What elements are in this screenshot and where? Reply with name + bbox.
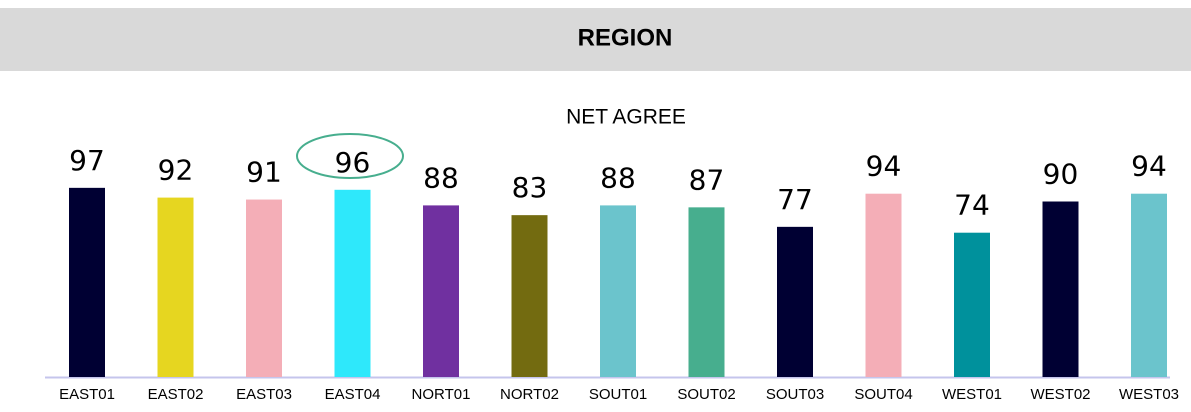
x-tick-label: NORT02: [500, 386, 559, 403]
x-tick-label: WEST02: [1030, 386, 1090, 403]
chart-title: REGION: [578, 24, 673, 51]
data-label: 97: [69, 144, 105, 177]
bar: [865, 193, 902, 377]
x-tick-label: SOUT02: [677, 386, 735, 403]
x-tick-label: EAST04: [325, 386, 381, 403]
x-tick-label: SOUT01: [589, 386, 647, 403]
data-label: 94: [1131, 150, 1167, 183]
data-label: 74: [954, 189, 990, 222]
bar: [600, 205, 636, 377]
data-label: 88: [600, 161, 636, 194]
data-label: 94: [866, 150, 902, 183]
data-label: 87: [689, 163, 725, 196]
data-label: 88: [423, 161, 459, 194]
highlight-circle: [296, 133, 404, 179]
x-tick-label: SOUT03: [766, 386, 824, 403]
data-label: 83: [512, 171, 548, 204]
data-label: 92: [158, 154, 194, 187]
x-tick-label: NORT01: [412, 386, 471, 403]
x-tick-label: EAST02: [148, 386, 204, 403]
bar: [423, 205, 459, 377]
x-tick-label: WEST01: [942, 386, 1002, 403]
bar: [511, 215, 548, 377]
x-tick-label: WEST03: [1119, 386, 1179, 403]
x-tick-label: EAST01: [59, 386, 115, 403]
x-tick-label: EAST03: [236, 386, 292, 403]
data-label: 77: [777, 183, 813, 216]
data-label: 91: [246, 156, 282, 189]
bar: [1042, 201, 1079, 377]
data-label: 90: [1043, 158, 1079, 191]
bar: [1131, 193, 1167, 377]
bar: [777, 226, 813, 377]
chart-subtitle: NET AGREE: [566, 106, 686, 129]
x-tick-label: SOUT04: [854, 386, 912, 403]
header-band: [0, 8, 1191, 71]
bar: [688, 207, 725, 377]
bar: [69, 187, 105, 377]
bar: [954, 232, 990, 377]
bar: [246, 199, 282, 377]
bar: [157, 197, 194, 377]
bar: [334, 189, 371, 377]
data-label: 96: [335, 146, 371, 179]
